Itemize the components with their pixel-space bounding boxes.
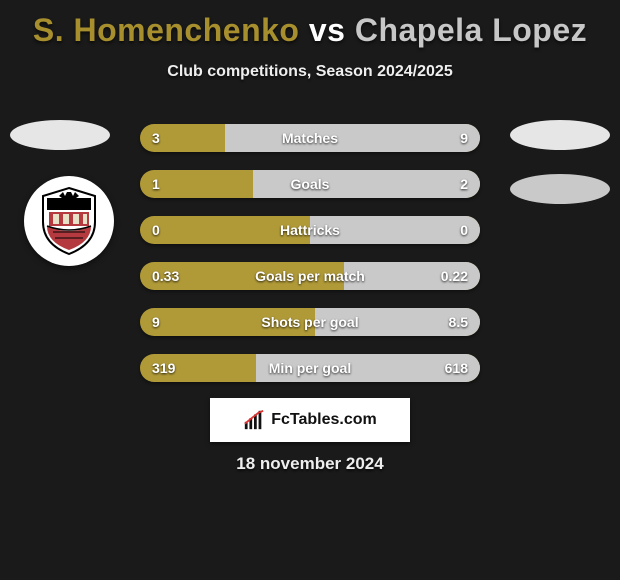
- stat-value-right: 8.5: [449, 308, 468, 336]
- stat-value-right: 2: [460, 170, 468, 198]
- player2-club-placeholder: [510, 174, 610, 204]
- player2-name: Chapela Lopez: [355, 12, 587, 48]
- stat-bar-right-fill: [253, 170, 480, 198]
- stat-row: 319618Min per goal: [140, 354, 480, 382]
- stat-value-left: 319: [152, 354, 175, 382]
- stat-row: 98.5Shots per goal: [140, 308, 480, 336]
- player1-name: S. Homenchenko: [33, 12, 300, 48]
- stat-value-right: 0: [460, 216, 468, 244]
- stat-bar-right-fill: [310, 216, 480, 244]
- player1-badge-placeholder: [10, 120, 110, 150]
- stats-bars: 39Matches12Goals00Hattricks0.330.22Goals…: [140, 124, 480, 400]
- stat-value-right: 618: [445, 354, 468, 382]
- stat-bar-right-fill: [225, 124, 480, 152]
- branding-box: FcTables.com: [210, 398, 410, 442]
- stat-row: 12Goals: [140, 170, 480, 198]
- stat-value-right: 0.22: [441, 262, 468, 290]
- shield-icon: [39, 186, 99, 256]
- player1-club-crest: [24, 176, 114, 266]
- stat-value-left: 0.33: [152, 262, 179, 290]
- vs-text: vs: [309, 12, 346, 48]
- branding-text: FcTables.com: [271, 411, 377, 429]
- stat-row: 00Hattricks: [140, 216, 480, 244]
- date-text: 18 november 2024: [0, 454, 620, 474]
- stat-value-right: 9: [460, 124, 468, 152]
- comparison-title: S. Homenchenko vs Chapela Lopez: [0, 0, 620, 49]
- subtitle: Club competitions, Season 2024/2025: [0, 63, 620, 81]
- stat-row: 0.330.22Goals per match: [140, 262, 480, 290]
- stat-value-left: 0: [152, 216, 160, 244]
- chart-icon: [243, 409, 265, 431]
- player2-badge-placeholder: [510, 120, 610, 150]
- stat-value-left: 1: [152, 170, 160, 198]
- stat-value-left: 9: [152, 308, 160, 336]
- stat-row: 39Matches: [140, 124, 480, 152]
- stat-value-left: 3: [152, 124, 160, 152]
